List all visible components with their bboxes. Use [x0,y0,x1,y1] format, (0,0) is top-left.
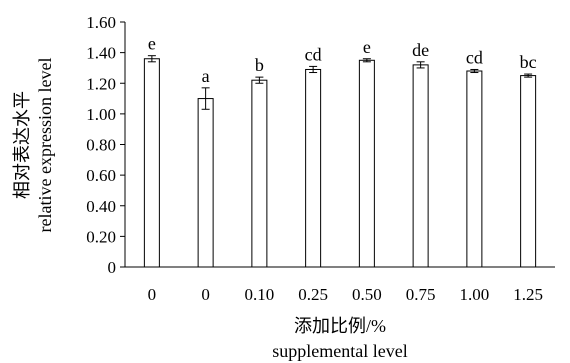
y-tick-label: 1.00 [86,105,116,124]
x-tick-label: 0 [201,285,210,304]
significance-letter: de [412,40,429,60]
significance-letter: e [148,34,156,54]
x-axis-title-cn: 添加比例/% [294,316,386,336]
bars [143,58,537,268]
bar [143,58,160,268]
y-tick-label: 1.20 [86,74,116,93]
y-tick-label: 0.60 [86,166,116,185]
x-tick-label: 0.50 [352,285,382,304]
bar [466,70,483,268]
x-axis-title-en: supplemental level [272,341,407,361]
significance-letter: a [202,66,210,86]
x-tick-label: 0.10 [245,285,275,304]
y-tick-label: 0.80 [86,136,116,155]
y-axis-title-en: relative expression level [35,58,55,233]
x-tick-label: 0.75 [406,285,436,304]
x-tick-label: 1.00 [460,285,490,304]
bar [251,79,268,268]
bar [520,75,537,268]
significance-labels: e a b cd e de cd bc [148,34,537,86]
error-bars [147,55,533,110]
y-axis-ticks: 0 0.20 0.40 0.60 0.80 1.00 1.20 1.40 1.60 [86,13,125,277]
x-axis-ticks: 0 0 0.10 0.25 0.50 0.75 1.00 1.25 [148,285,543,304]
x-tick-label: 0.25 [298,285,328,304]
x-tick-label: 0 [148,285,157,304]
significance-letter: cd [466,47,483,67]
y-tick-label: 1.40 [86,44,116,63]
y-tick-label: 0.40 [86,197,116,216]
y-axis-title-cn: 相对表达水平 [12,91,32,199]
y-tick-label: 1.60 [86,13,116,32]
y-tick-label: 0.20 [86,227,116,246]
x-tick-label: 1.25 [513,285,543,304]
significance-letter: cd [305,44,322,64]
bar [197,98,214,268]
significance-letter: bc [520,52,537,72]
bar [412,64,429,268]
significance-letter: e [363,37,371,57]
significance-letter: b [255,55,264,75]
bar [305,68,322,268]
bar [358,59,375,268]
y-tick-label: 0 [108,258,117,277]
